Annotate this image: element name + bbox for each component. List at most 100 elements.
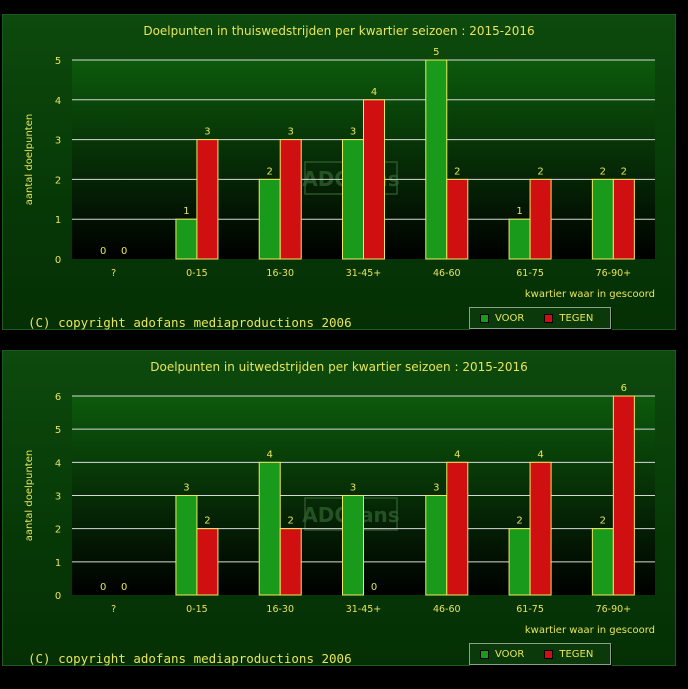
- y-tick-label: 0: [55, 255, 61, 266]
- copyright-text: (C) copyright adofans mediaproductions 2…: [28, 315, 352, 330]
- value-label-tegen: 2: [621, 166, 627, 177]
- bar-voor: [591, 178, 614, 260]
- legend-swatch-voor: [480, 649, 489, 659]
- bar-tegen: [196, 528, 219, 596]
- x-tick-label: 0-15: [186, 268, 208, 279]
- x-tick-label: 31-45+: [346, 268, 382, 279]
- legend-swatch-tegen: [544, 313, 554, 323]
- bar-tegen: [446, 461, 469, 596]
- value-label-tegen: 0: [371, 582, 377, 593]
- copyright-text: (C) copyright adofans mediaproductions 2…: [28, 651, 352, 666]
- bar-tegen: [196, 139, 219, 260]
- value-label-tegen: 2: [204, 516, 210, 527]
- y-tick-label: 5: [55, 425, 61, 436]
- chart-title: Doelpunten in uitwedstrijden per kwartie…: [150, 360, 527, 374]
- y-tick-label: 1: [55, 215, 61, 226]
- value-label-tegen: 6: [621, 383, 627, 394]
- value-label-tegen: 0: [121, 246, 127, 257]
- x-tick-label: 31-45+: [346, 604, 382, 615]
- value-label-voor: 3: [350, 483, 356, 494]
- bar-chart-away: Doelpunten in uitwedstrijden per kwartie…: [24, 360, 655, 636]
- bar-voor: [425, 495, 448, 596]
- legend: VOOR TEGEN: [469, 643, 611, 665]
- legend-item-tegen: TEGEN: [544, 649, 593, 660]
- bar-voor: [508, 528, 531, 596]
- y-tick-label: 4: [55, 458, 61, 469]
- value-label-tegen: 2: [288, 516, 294, 527]
- value-label-voor: 3: [183, 483, 189, 494]
- x-tick-label: 61-75: [516, 604, 544, 615]
- bar-chart-home: Doelpunten in thuiswedstrijden per kwart…: [24, 24, 655, 300]
- chart-panel-away: Doelpunten in uitwedstrijden per kwartie…: [2, 350, 676, 666]
- bar-voor: [342, 495, 364, 596]
- value-label-voor: 2: [600, 166, 606, 177]
- bar-tegen: [529, 178, 552, 260]
- y-axis-label: aantal doelpunten: [24, 114, 35, 205]
- x-tick-label: 16-30: [266, 604, 294, 615]
- y-tick-label: 1: [55, 558, 61, 569]
- legend-swatch-tegen: [544, 649, 554, 659]
- legend-swatch-voor: [480, 313, 489, 323]
- bar-tegen: [612, 395, 635, 596]
- bar-voor: [342, 139, 364, 260]
- value-label-voor: 0: [100, 582, 106, 593]
- x-axis-label: kwartier waar in gescoord: [525, 289, 655, 300]
- bar-voor: [425, 59, 448, 260]
- y-tick-label: 4: [55, 96, 61, 107]
- y-tick-label: 5: [55, 56, 61, 67]
- x-tick-label: 46-60: [433, 268, 461, 279]
- bar-voor: [258, 461, 281, 596]
- value-label-tegen: 4: [537, 449, 543, 460]
- bar-voor: [175, 218, 198, 260]
- bar-tegen: [363, 99, 385, 260]
- legend-item-tegen: TEGEN: [544, 313, 593, 324]
- value-label-tegen: 0: [121, 582, 127, 593]
- bar-voor: [258, 178, 281, 260]
- value-label-tegen: 4: [454, 449, 460, 460]
- legend-item-voor: VOOR: [480, 313, 524, 324]
- y-tick-label: 0: [55, 591, 61, 602]
- value-label-tegen: 2: [454, 166, 460, 177]
- value-label-voor: 5: [433, 47, 439, 58]
- x-tick-label: 16-30: [266, 268, 294, 279]
- value-label-voor: 4: [267, 449, 273, 460]
- legend-label-tegen: TEGEN: [559, 312, 594, 324]
- bar-voor: [508, 218, 531, 260]
- y-tick-label: 3: [55, 492, 61, 503]
- x-tick-label: 76-90+: [596, 604, 632, 615]
- value-label-voor: 2: [267, 166, 273, 177]
- x-tick-label: 61-75: [516, 268, 544, 279]
- x-tick-label: ?: [111, 604, 116, 615]
- bar-voor: [591, 528, 614, 596]
- y-tick-label: 3: [55, 136, 61, 147]
- y-axis-label: aantal doelpunten: [24, 450, 35, 541]
- x-axis-label: kwartier waar in gescoord: [525, 625, 655, 636]
- value-label-voor: 1: [183, 206, 189, 217]
- value-label-voor: 2: [516, 516, 522, 527]
- x-tick-label: 0-15: [186, 604, 208, 615]
- legend-label-tegen: TEGEN: [559, 648, 594, 660]
- value-label-voor: 0: [100, 246, 106, 257]
- value-label-voor: 3: [350, 127, 356, 138]
- x-tick-label: 46-60: [433, 604, 461, 615]
- y-tick-label: 2: [55, 175, 61, 186]
- legend-item-voor: VOOR: [480, 649, 524, 660]
- bar-tegen: [279, 139, 302, 260]
- value-label-tegen: 4: [371, 87, 377, 98]
- chart-panel-home: Doelpunten in thuiswedstrijden per kwart…: [2, 14, 676, 330]
- bar-tegen: [446, 178, 469, 260]
- x-tick-label: ?: [111, 268, 116, 279]
- value-label-tegen: 2: [537, 166, 543, 177]
- legend-label-voor: VOOR: [495, 312, 525, 324]
- y-tick-label: 2: [55, 525, 61, 536]
- bar-tegen: [279, 528, 302, 596]
- x-tick-label: 76-90+: [596, 268, 632, 279]
- value-label-tegen: 3: [288, 127, 294, 138]
- y-tick-label: 6: [55, 392, 61, 403]
- legend-label-voor: VOOR: [495, 648, 525, 660]
- chart-title: Doelpunten in thuiswedstrijden per kwart…: [143, 24, 534, 38]
- bar-tegen: [529, 461, 552, 596]
- bar-tegen: [612, 178, 635, 260]
- value-label-voor: 1: [516, 206, 522, 217]
- legend: VOOR TEGEN: [469, 307, 611, 329]
